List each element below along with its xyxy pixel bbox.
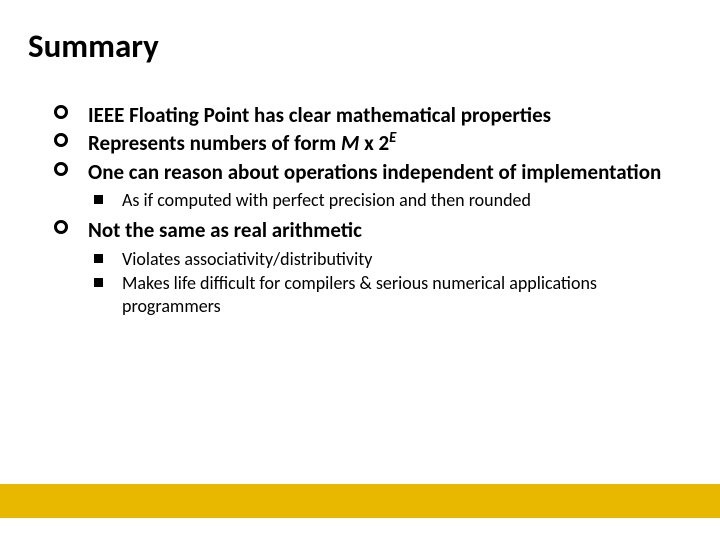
sub-bullet-list: As if computed with perfect precision an… [88, 189, 690, 212]
bullet-text: Not the same as real arithmetic [88, 217, 362, 243]
text-fragment: Represents numbers of form [88, 130, 341, 156]
circle-bullet-icon [54, 220, 68, 234]
sub-bullet-item: Makes life difficult for compilers & ser… [94, 272, 690, 317]
bullet-item: Not the same as real arithmetic Violates… [54, 217, 690, 317]
bullet-text: Represents numbers of form M x 2E [88, 130, 396, 156]
bullet-text: IEEE Floating Point has clear mathematic… [88, 102, 551, 128]
bullet-item: One can reason about operations independ… [54, 159, 690, 212]
sub-bullet-text: Makes life difficult for compilers & ser… [122, 272, 597, 317]
sub-bullet-list: Violates associativity/distributivity Ma… [88, 248, 690, 318]
circle-bullet-icon [54, 133, 68, 147]
bullet-item: Represents numbers of form M x 2E [54, 130, 690, 156]
sub-bullet-item: Violates associativity/distributivity [94, 248, 690, 271]
sub-bullet-text: Violates associativity/distributivity [122, 248, 372, 270]
slide-title: Summary [28, 26, 159, 66]
circle-bullet-icon [54, 105, 68, 119]
square-bullet-icon [94, 254, 103, 263]
sub-bullet-item: As if computed with perfect precision an… [94, 189, 690, 212]
text-fragment-italic: M [341, 130, 359, 156]
slide-body: IEEE Floating Point has clear mathematic… [54, 102, 690, 323]
sub-bullet-text: As if computed with perfect precision an… [122, 189, 531, 211]
bullet-text: One can reason about operations independ… [88, 159, 661, 185]
text-superscript: E [389, 128, 396, 146]
square-bullet-icon [94, 278, 103, 287]
slide: Summary IEEE Floating Point has clear ma… [0, 0, 720, 540]
circle-bullet-icon [54, 162, 68, 176]
footer-accent-bar [0, 484, 720, 518]
bullet-item: IEEE Floating Point has clear mathematic… [54, 102, 690, 128]
square-bullet-icon [94, 195, 103, 204]
text-fragment: x 2 [359, 130, 389, 156]
bullet-list: IEEE Floating Point has clear mathematic… [54, 102, 690, 317]
